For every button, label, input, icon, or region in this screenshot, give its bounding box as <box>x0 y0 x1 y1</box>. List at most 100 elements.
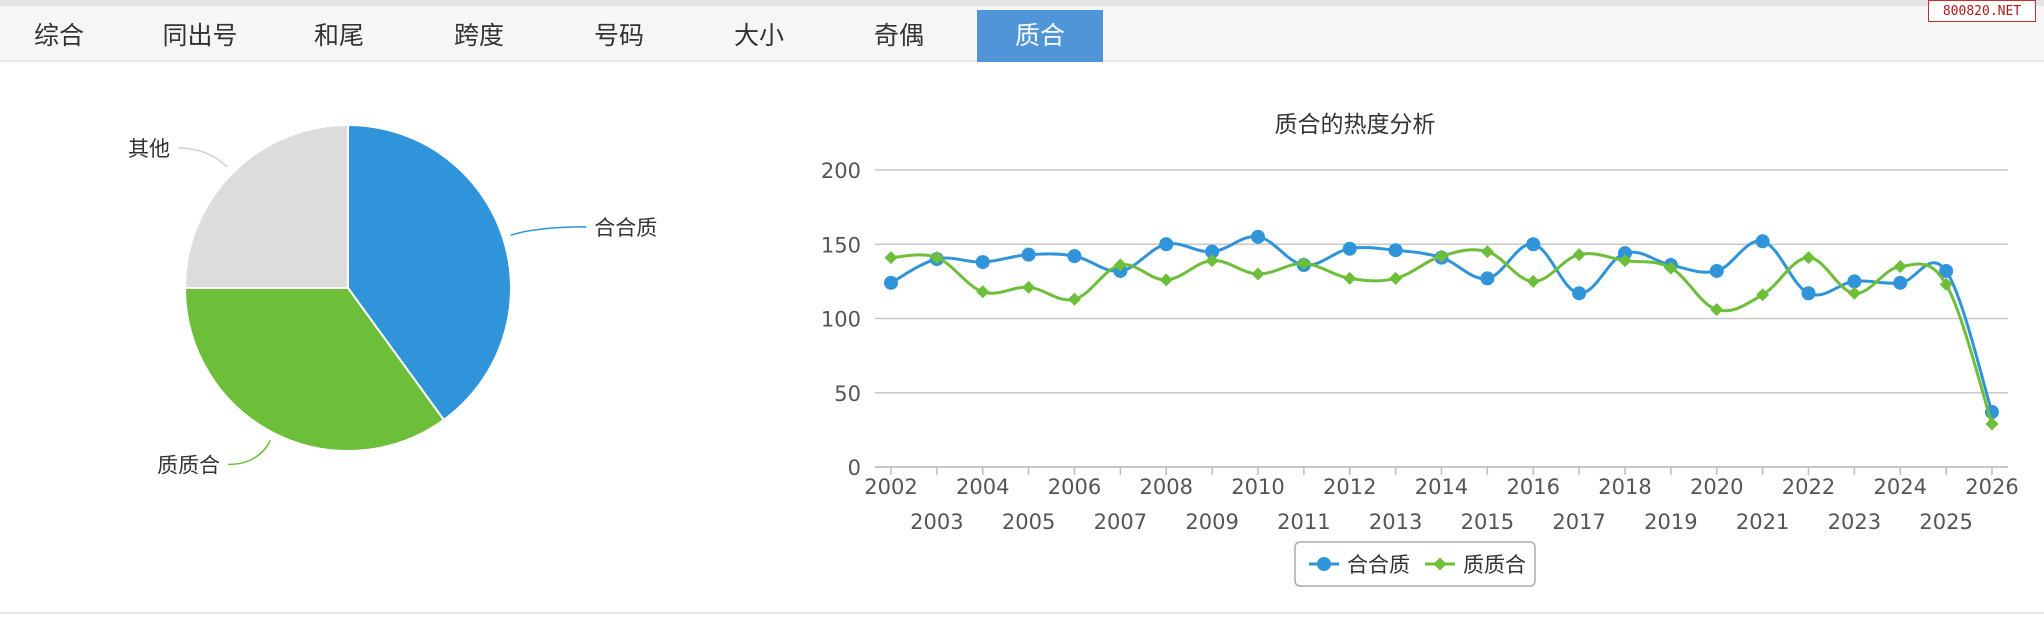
ytick-label-1: 50 <box>834 382 861 406</box>
series-1-point-23[interactable] <box>1939 277 1953 291</box>
xtick-label-7: 2009 <box>1185 510 1238 534</box>
xtick-label-6: 2008 <box>1140 475 1193 499</box>
xtick-label-5: 2007 <box>1094 510 1147 534</box>
xtick-label-22: 2024 <box>1874 475 1927 499</box>
chart-title: 质合的热度分析 <box>1275 112 1436 138</box>
xtick-label-12: 2014 <box>1415 475 1468 499</box>
tab-bar: 综合 同出号 和尾 跨度 号码 大小 奇偶 质合 <box>0 6 2044 62</box>
series-1-point-16[interactable] <box>1618 254 1632 268</box>
tab-haoma[interactable]: 号码 <box>593 21 644 50</box>
series-1-point-13[interactable] <box>1480 245 1494 259</box>
watermark-badge: 800820.NET <box>1928 0 2036 22</box>
pie-label-1: 质质合 <box>157 453 220 477</box>
series-0-point-23[interactable] <box>1939 263 1954 278</box>
series-1-point-2[interactable] <box>976 285 990 299</box>
legend-marker-1 <box>1433 557 1447 571</box>
pie-leader-0 <box>510 226 587 236</box>
series-1-point-6[interactable] <box>1159 273 1173 287</box>
top-border <box>0 0 2044 6</box>
legend-label-0: 合合质 <box>1347 553 1410 577</box>
tab-zhihe[interactable]: 质合 <box>977 10 1103 62</box>
series-0-point-10[interactable] <box>1342 241 1357 256</box>
xtick-label-17: 2019 <box>1644 510 1697 534</box>
series-1-point-17[interactable] <box>1664 261 1678 275</box>
series-0-point-4[interactable] <box>1067 249 1082 264</box>
series-0-point-16[interactable] <box>1618 246 1632 261</box>
series-0-point-22[interactable] <box>1893 275 1908 290</box>
tab-hewei[interactable]: 和尾 <box>313 21 364 50</box>
series-1-point-9[interactable] <box>1297 257 1311 271</box>
legend-item-0[interactable]: 合合质 <box>1309 553 1410 577</box>
series-1-point-22[interactable] <box>1893 260 1907 274</box>
series-1-point-0[interactable] <box>884 251 898 265</box>
series-0-point-11[interactable] <box>1388 243 1403 258</box>
tab-tongchuhao[interactable]: 同出号 <box>162 21 238 50</box>
pie-slice-0[interactable] <box>347 123 512 422</box>
series-1-point-18[interactable] <box>1710 303 1724 317</box>
xtick-label-8: 2010 <box>1231 475 1284 499</box>
tab-zonghe[interactable]: 综合 <box>33 21 84 50</box>
pie-leader-1 <box>228 440 272 466</box>
legend-marker-0 <box>1317 557 1331 571</box>
tab-daxiao[interactable]: 大小 <box>733 21 784 50</box>
legend-box <box>1294 541 1536 587</box>
pie-leader-2 <box>177 147 228 168</box>
xtick-label-15: 2017 <box>1552 510 1605 534</box>
series-1-point-15[interactable] <box>1572 248 1586 262</box>
series-1-point-3[interactable] <box>1022 280 1036 294</box>
xtick-label-1: 2003 <box>910 510 963 534</box>
series-1-point-5[interactable] <box>1113 258 1127 272</box>
series-1-point-19[interactable] <box>1756 288 1770 302</box>
xtick-label-24: 2026 <box>1965 475 2018 499</box>
series-1-point-21[interactable] <box>1847 286 1861 300</box>
pie-slice-1[interactable] <box>183 287 446 452</box>
xtick-label-18: 2020 <box>1690 475 1743 499</box>
series-0-point-21[interactable] <box>1847 274 1862 289</box>
xtick-label-19: 2021 <box>1736 510 1789 534</box>
series-0-point-18[interactable] <box>1709 263 1724 278</box>
series-1-point-1[interactable] <box>930 251 944 265</box>
xtick-label-23: 2025 <box>1919 510 1972 534</box>
series-1-point-14[interactable] <box>1526 274 1540 288</box>
series-1-point-8[interactable] <box>1251 267 1265 281</box>
pie-slice-2[interactable] <box>183 123 349 289</box>
xtick-label-10: 2012 <box>1323 475 1376 499</box>
xtick-label-4: 2006 <box>1048 475 1101 499</box>
xtick-label-16: 2018 <box>1598 475 1651 499</box>
series-1-point-24[interactable] <box>1985 417 1999 431</box>
series-0-point-3[interactable] <box>1021 247 1036 262</box>
series-0-point-0[interactable] <box>884 275 898 290</box>
tab-kuadu[interactable]: 跨度 <box>453 21 504 50</box>
tab-jiou[interactable]: 奇偶 <box>873 21 924 50</box>
series-1-point-12[interactable] <box>1435 249 1448 263</box>
series-0-point-13[interactable] <box>1480 271 1495 286</box>
series-1-point-7[interactable] <box>1205 254 1219 268</box>
xtick-label-13: 2015 <box>1461 510 1514 534</box>
series-0-point-19[interactable] <box>1755 234 1770 249</box>
xtick-label-3: 2005 <box>1002 510 1055 534</box>
legend-item-1[interactable]: 质质合 <box>1425 553 1526 577</box>
line-chart: 质合的热度分析 0 50 100 150 200 2002 2003 2004 2005 200… <box>821 112 2019 587</box>
series-0-point-6[interactable] <box>1159 237 1174 252</box>
series-0-point-8[interactable] <box>1251 229 1265 244</box>
xtick-label-9: 2011 <box>1277 510 1330 534</box>
series-1-point-20[interactable] <box>1802 251 1815 265</box>
series-0-point-15[interactable] <box>1572 286 1587 301</box>
bottom-divider <box>0 612 2044 614</box>
series-0-point-7[interactable] <box>1205 244 1220 259</box>
xtick-label-21: 2023 <box>1828 510 1881 534</box>
series-0-point-14[interactable] <box>1526 237 1541 252</box>
xtick-label-11: 2013 <box>1369 510 1422 534</box>
ytick-label-4: 200 <box>821 159 861 183</box>
series-1-point-11[interactable] <box>1389 271 1403 285</box>
series-0-point-2[interactable] <box>975 255 990 270</box>
series-1-point-10[interactable] <box>1343 271 1357 285</box>
ytick-label-3: 150 <box>821 233 861 257</box>
series-0-point-20[interactable] <box>1801 286 1816 301</box>
ytick-label-2: 100 <box>821 308 861 332</box>
legend-label-1: 质质合 <box>1463 553 1526 577</box>
xtick-label-14: 2016 <box>1507 475 1560 499</box>
series-1-point-4[interactable] <box>1068 292 1081 306</box>
pie-label-0: 合合质 <box>594 216 657 240</box>
